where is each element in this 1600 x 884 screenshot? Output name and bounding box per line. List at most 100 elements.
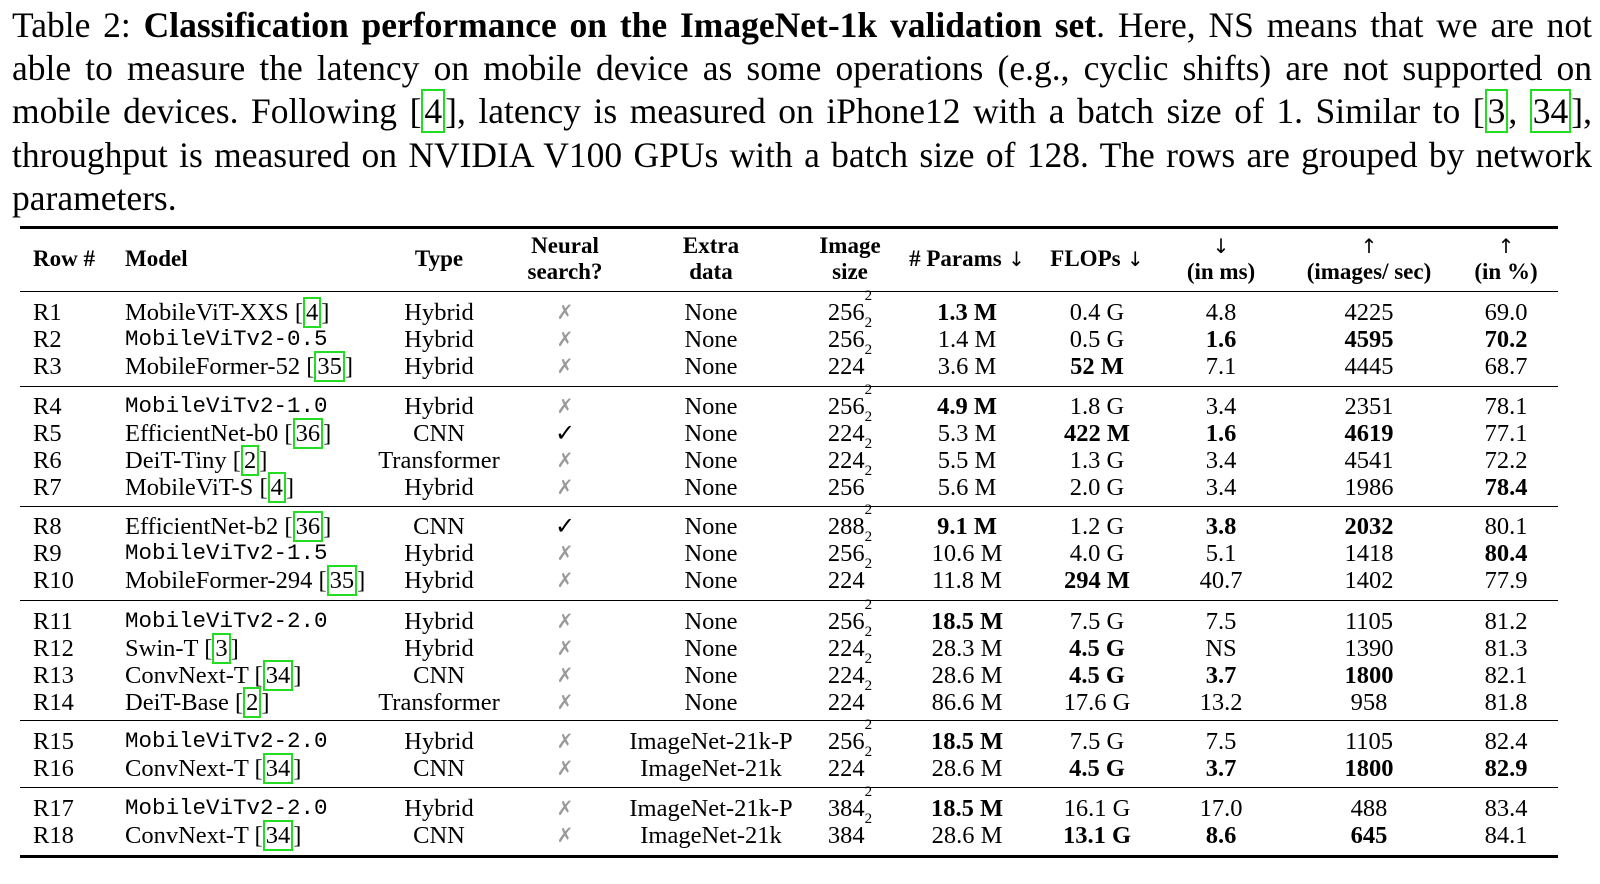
throughput-value: 1800 [1344,755,1394,782]
cross-icon: ✗ [556,690,574,714]
citation-link[interactable]: 34 [262,753,294,784]
throughput-value: 1986 [1344,474,1394,501]
latency-value: 17.0 [1199,795,1243,822]
citation-link[interactable]: 4 [303,297,322,328]
flops-value: 422 M [1064,420,1130,447]
citation-link[interactable]: 4 [421,89,446,134]
flops-value: 17.6 G [1063,689,1131,716]
top1-value: 78.1 [1484,393,1528,420]
params-value: 18.5 M [930,608,1004,635]
latency-value: 3.4 [1205,447,1237,474]
citation-link[interactable]: 3 [1484,89,1509,134]
header-top1: ↑ (in %) [1474,234,1538,284]
cross-icon: ✗ [556,475,574,499]
row-number: R7 [33,474,62,501]
throughput-value: 4619 [1344,420,1394,447]
extra-data: None [684,635,738,662]
citation-link[interactable]: 4 [267,472,286,503]
cross-icon: ✗ [556,636,574,660]
header-throughput: ↑ (images/ sec) [1306,234,1432,284]
throughput-value: 4595 [1344,326,1394,353]
check-icon: ✓ [554,419,576,447]
model-type: Hybrid [404,299,474,326]
row-number: R15 [33,728,74,755]
model-type: Hybrid [404,635,474,662]
image-size: 2242 [827,436,873,475]
top1-value: 70.2 [1484,326,1528,353]
top1-value: 80.4 [1484,540,1528,567]
top1-value: 81.8 [1484,689,1528,716]
cross-icon: ✗ [556,300,574,324]
citation-link[interactable]: 34 [262,820,294,851]
row-number: R9 [33,540,62,567]
cross-icon: ✗ [556,756,574,780]
params-value: 5.6 M [937,474,997,501]
flops-value: 294 M [1064,567,1130,594]
throughput-value: 1402 [1344,567,1394,594]
check-icon: ✓ [554,512,576,540]
throughput-value: 1800 [1344,662,1394,689]
down-arrow-icon: ↓ [1212,234,1230,258]
image-size: 2242 [827,556,873,595]
model-type: CNN [413,513,465,540]
latency-value: 1.6 [1205,420,1237,447]
top1-value: 69.0 [1484,299,1528,326]
latency-value: 3.4 [1205,393,1237,420]
row-number: R2 [33,326,62,353]
citation-link[interactable]: 34 [1529,89,1572,134]
extra-data: ImageNet-21k [640,822,782,849]
model-type: Hybrid [404,393,474,420]
citation-link[interactable]: 2 [243,687,262,718]
model-name: MobileViTv2-1.5 [125,540,328,566]
model-name: MobileFormer-52 [35] [125,351,354,382]
cross-icon: ✗ [556,327,574,351]
row-number: R5 [33,420,62,447]
params-value: 1.4 M [937,326,997,353]
extra-data: None [684,447,738,474]
throughput-value: 4541 [1344,447,1394,474]
throughput-value: 958 [1350,689,1388,716]
throughput-value: 1105 [1344,728,1394,755]
image-size: 2562 [827,529,873,568]
params-value: 5.5 M [937,447,997,474]
params-value: 28.3 M [931,635,1003,662]
citation-link[interactable]: 35 [314,351,345,382]
top1-value: 81.3 [1484,635,1528,662]
model-type: Hybrid [404,540,474,567]
model-name: ConvNext-T [34] [125,820,302,851]
row-number: R8 [33,513,62,540]
extra-data: None [684,326,738,353]
row-number: R13 [33,662,74,689]
citation-link[interactable]: 3 [212,633,231,664]
row-number: R6 [33,447,62,474]
model-name: EfficientNet-b2 [36] [125,511,332,542]
flops-value: 7.5 G [1069,608,1125,635]
model-type: Transformer [378,689,500,716]
up-arrow-icon: ↑ [1360,234,1378,258]
citation-link[interactable]: 36 [292,418,324,449]
header-row-number: Row # [33,246,95,271]
citation-link[interactable]: 36 [292,511,324,542]
extra-data: None [684,420,738,447]
params-value: 11.8 M [932,567,1002,594]
top1-value: 83.4 [1484,795,1528,822]
model-name: MobileFormer-294 [35] [125,565,366,596]
image-size: 2242 [827,744,873,783]
params-value: 1.3 M [937,299,997,326]
top1-value: 81.2 [1484,608,1528,635]
citation-link[interactable]: 2 [240,445,260,476]
model-type: Hybrid [404,608,474,635]
model-type: Hybrid [404,567,474,594]
model-name: ConvNext-T [34] [125,753,302,784]
flops-value: 1.2 G [1069,513,1125,540]
header-flops: FLOPs ↓ [1050,246,1144,271]
latency-value: 3.4 [1205,474,1237,501]
extra-data: None [684,353,738,380]
cross-icon: ✗ [556,609,574,633]
citation-link[interactable]: 35 [326,565,358,596]
latency-value: 3.8 [1205,513,1237,540]
latency-value: 1.6 [1205,326,1237,353]
citation-link[interactable]: 34 [262,660,294,691]
row-number: R12 [33,635,74,662]
extra-data: None [684,474,738,501]
